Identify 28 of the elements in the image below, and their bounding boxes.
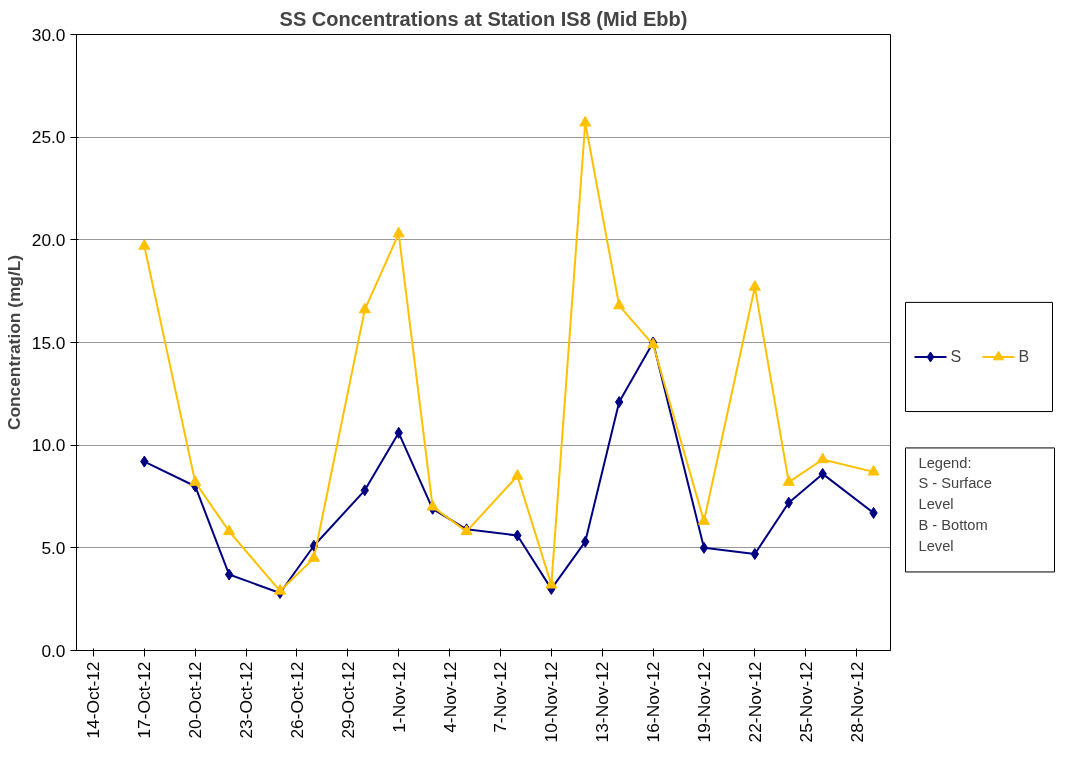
legend-label: S bbox=[950, 348, 962, 366]
x-tick-label: 17-Oct-12 bbox=[134, 661, 155, 739]
x-tick-label: 10-Nov-12 bbox=[541, 661, 562, 743]
x-tick-label: 28-Nov-12 bbox=[846, 661, 867, 743]
x-tick-label: 19-Nov-12 bbox=[693, 661, 714, 743]
x-tick-label: 13-Nov-12 bbox=[592, 661, 613, 743]
x-tick-label: 26-Oct-12 bbox=[286, 661, 307, 739]
legend-label: B bbox=[1018, 348, 1030, 366]
chart-title: SS Concentrations at Station IS8 (Mid Ebb) bbox=[279, 7, 688, 30]
x-tick-label: 25-Nov-12 bbox=[795, 661, 816, 743]
y-tick-label: 10.0 bbox=[31, 435, 66, 456]
y-axis-title: Concentration (mg/L) bbox=[3, 254, 24, 431]
x-tick-label: 7-Nov-12 bbox=[490, 661, 511, 733]
x-tick-label: 16-Nov-12 bbox=[643, 661, 664, 743]
x-tick-label: 1-Nov-12 bbox=[388, 661, 409, 733]
y-tick-label: 25.0 bbox=[31, 127, 66, 148]
x-tick-label: 29-Oct-12 bbox=[337, 661, 358, 739]
y-tick-label: 15.0 bbox=[31, 332, 66, 353]
x-tick-label: 23-Oct-12 bbox=[236, 661, 257, 739]
y-tick-label: 5.0 bbox=[41, 537, 66, 558]
x-tick-label: 14-Oct-12 bbox=[83, 661, 104, 739]
text: Legend: S - Surface Level B - Bottom Level bbox=[918, 454, 992, 554]
y-tick-label: 30.0 bbox=[31, 24, 66, 45]
y-tick-label: 0.0 bbox=[41, 640, 66, 661]
x-tick-label: 4-Nov-12 bbox=[439, 661, 460, 733]
x-tick-label: 20-Oct-12 bbox=[185, 661, 206, 739]
y-tick-label: 20.0 bbox=[31, 229, 66, 250]
x-tick-label: 22-Nov-12 bbox=[744, 661, 765, 743]
